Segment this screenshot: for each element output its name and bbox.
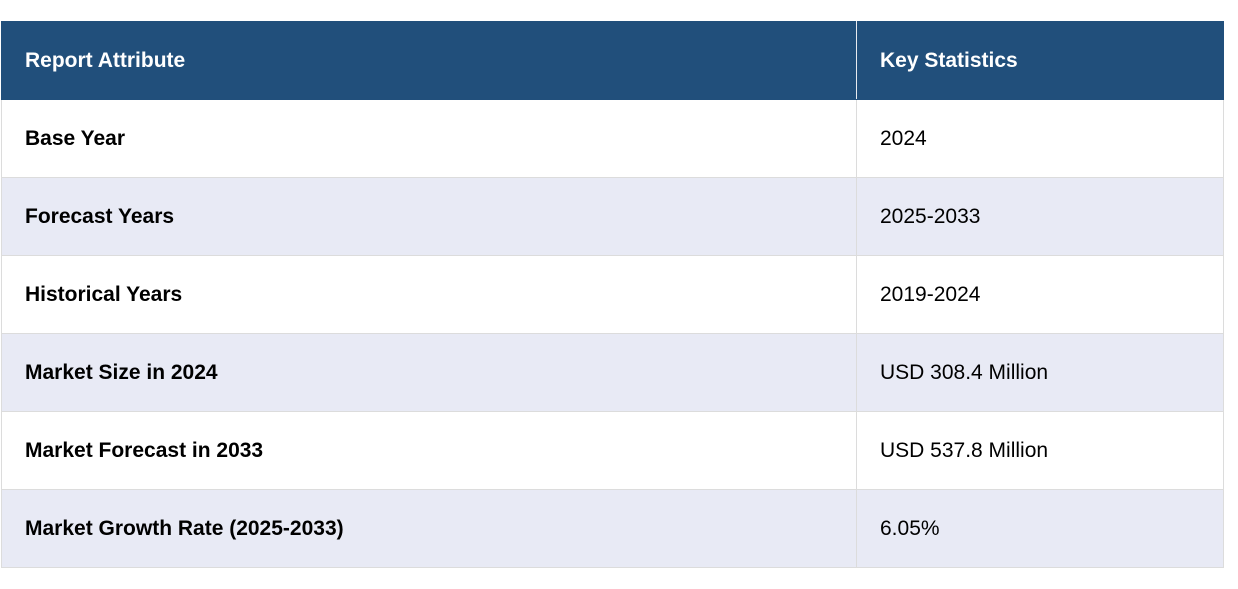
table-row: Forecast Years 2025-2033 bbox=[1, 177, 1224, 256]
report-table: Report Attribute Key Statistics Base Yea… bbox=[1, 21, 1224, 568]
table-row: Historical Years 2019-2024 bbox=[1, 255, 1224, 334]
row-value: 6.05% bbox=[856, 489, 1224, 568]
row-value: 2024 bbox=[856, 99, 1224, 178]
table-row: Market Growth Rate (2025-2033) 6.05% bbox=[1, 489, 1224, 568]
header-row: Report Attribute Key Statistics bbox=[1, 21, 1224, 100]
row-attribute: Forecast Years bbox=[1, 177, 857, 256]
table-header: Report Attribute Key Statistics bbox=[1, 21, 1224, 100]
row-attribute: Market Forecast in 2033 bbox=[1, 411, 857, 490]
row-attribute: Market Size in 2024 bbox=[1, 333, 857, 412]
table-row: Market Forecast in 2033 USD 537.8 Millio… bbox=[1, 411, 1224, 490]
header-key-statistics: Key Statistics bbox=[856, 21, 1224, 100]
row-value: 2019-2024 bbox=[856, 255, 1224, 334]
row-value: USD 308.4 Million bbox=[856, 333, 1224, 412]
row-attribute: Base Year bbox=[1, 99, 857, 178]
row-value: USD 537.8 Million bbox=[856, 411, 1224, 490]
header-report-attribute: Report Attribute bbox=[1, 21, 857, 100]
table-row: Base Year 2024 bbox=[1, 99, 1224, 178]
row-attribute: Market Growth Rate (2025-2033) bbox=[1, 489, 857, 568]
row-value: 2025-2033 bbox=[856, 177, 1224, 256]
table-row: Market Size in 2024 USD 308.4 Million bbox=[1, 333, 1224, 412]
row-attribute: Historical Years bbox=[1, 255, 857, 334]
table-body: Base Year 2024 Forecast Years 2025-2033 … bbox=[1, 99, 1224, 568]
